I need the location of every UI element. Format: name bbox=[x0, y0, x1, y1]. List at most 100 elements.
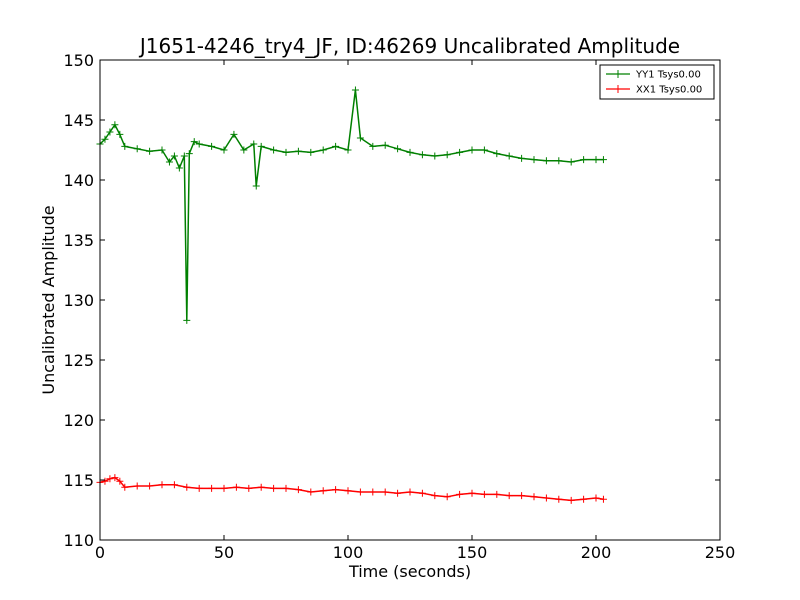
legend: YY1 Tsys0.00 XX1 Tsys0.00 bbox=[599, 64, 715, 100]
data-point bbox=[175, 164, 183, 172]
data-point bbox=[294, 147, 302, 155]
data-point bbox=[294, 486, 302, 494]
data-point bbox=[133, 482, 141, 490]
data-point bbox=[158, 146, 166, 154]
data-point bbox=[146, 147, 154, 155]
data-point bbox=[431, 492, 439, 500]
data-point bbox=[245, 484, 253, 492]
data-point bbox=[220, 146, 228, 154]
y-tick-label: 150 bbox=[63, 51, 94, 70]
data-point bbox=[431, 152, 439, 160]
legend-marker bbox=[614, 85, 622, 93]
data-point bbox=[530, 493, 538, 501]
data-point bbox=[344, 487, 352, 495]
data-point bbox=[270, 146, 278, 154]
data-point bbox=[580, 156, 588, 164]
data-point bbox=[257, 142, 265, 150]
data-point bbox=[456, 148, 464, 156]
y-tick-label: 120 bbox=[63, 411, 94, 430]
data-point bbox=[394, 145, 402, 153]
data-point bbox=[351, 86, 359, 94]
data-point bbox=[592, 156, 600, 164]
data-point bbox=[480, 146, 488, 154]
data-point bbox=[381, 488, 389, 496]
data-point bbox=[307, 148, 315, 156]
data-point bbox=[356, 488, 364, 496]
series-1 bbox=[96, 474, 607, 504]
x-tick-label: 200 bbox=[581, 543, 612, 562]
data-point bbox=[257, 483, 265, 491]
data-point bbox=[111, 474, 119, 482]
data-point bbox=[106, 128, 114, 136]
data-point bbox=[195, 484, 203, 492]
data-point bbox=[505, 492, 513, 500]
data-point bbox=[493, 150, 501, 158]
ticks-layer: 0 50 100 150 200 250 110 115 120 125 130 135 140 145 1… bbox=[63, 51, 735, 562]
data-point bbox=[183, 316, 191, 324]
data-point bbox=[555, 157, 563, 165]
data-point bbox=[121, 483, 129, 491]
data-point bbox=[332, 486, 340, 494]
data-point bbox=[369, 488, 377, 496]
data-point bbox=[418, 489, 426, 497]
data-point bbox=[443, 151, 451, 159]
data-point bbox=[116, 477, 124, 485]
x-axis-title: Time (seconds) bbox=[348, 562, 471, 581]
y-tick-label: 135 bbox=[63, 231, 94, 250]
legend-marker bbox=[614, 70, 622, 78]
data-point bbox=[381, 141, 389, 149]
data-point bbox=[101, 477, 109, 485]
data-point bbox=[307, 488, 315, 496]
data-point bbox=[555, 495, 563, 503]
data-point bbox=[369, 142, 377, 150]
series-layer bbox=[96, 86, 607, 504]
data-point bbox=[183, 483, 191, 491]
data-point bbox=[230, 130, 238, 138]
data-point bbox=[180, 152, 188, 160]
y-tick-label: 110 bbox=[63, 531, 94, 550]
data-point bbox=[394, 489, 402, 497]
x-tick-label: 100 bbox=[333, 543, 364, 562]
y-tick-label: 130 bbox=[63, 291, 94, 310]
y-axis-title: Uncalibrated Amplitude bbox=[39, 205, 58, 394]
y-tick-label: 115 bbox=[63, 471, 94, 490]
data-point bbox=[599, 495, 607, 503]
data-point bbox=[406, 488, 414, 496]
data-point bbox=[443, 493, 451, 501]
data-point bbox=[208, 484, 216, 492]
data-point bbox=[406, 148, 414, 156]
legend-label: YY1 Tsys0.00 bbox=[635, 70, 701, 81]
data-point bbox=[567, 158, 575, 166]
x-tick-label: 250 bbox=[705, 543, 736, 562]
data-point bbox=[282, 148, 290, 156]
data-point bbox=[252, 182, 260, 190]
data-point bbox=[165, 158, 173, 166]
data-point bbox=[468, 146, 476, 154]
data-point bbox=[599, 156, 607, 164]
data-point bbox=[121, 142, 129, 150]
y-tick-label: 125 bbox=[63, 351, 94, 370]
data-point bbox=[493, 490, 501, 498]
data-point bbox=[106, 475, 114, 483]
plot-area bbox=[100, 60, 720, 540]
data-point bbox=[146, 482, 154, 490]
legend-box bbox=[599, 64, 715, 100]
data-point bbox=[185, 150, 193, 158]
data-point bbox=[319, 146, 327, 154]
legend-entry: XX1 Tsys0.00 bbox=[606, 85, 702, 96]
data-point bbox=[240, 146, 248, 154]
data-point bbox=[418, 151, 426, 159]
data-point bbox=[170, 152, 178, 160]
legend-entry: YY1 Tsys0.00 bbox=[606, 70, 701, 81]
data-point bbox=[232, 483, 240, 491]
data-point bbox=[282, 484, 290, 492]
data-point bbox=[190, 138, 198, 146]
data-point bbox=[592, 494, 600, 502]
data-point bbox=[133, 145, 141, 153]
data-point bbox=[220, 484, 228, 492]
data-point bbox=[332, 142, 340, 150]
data-point bbox=[319, 487, 327, 495]
data-point bbox=[101, 135, 109, 143]
series-0 bbox=[96, 86, 607, 324]
